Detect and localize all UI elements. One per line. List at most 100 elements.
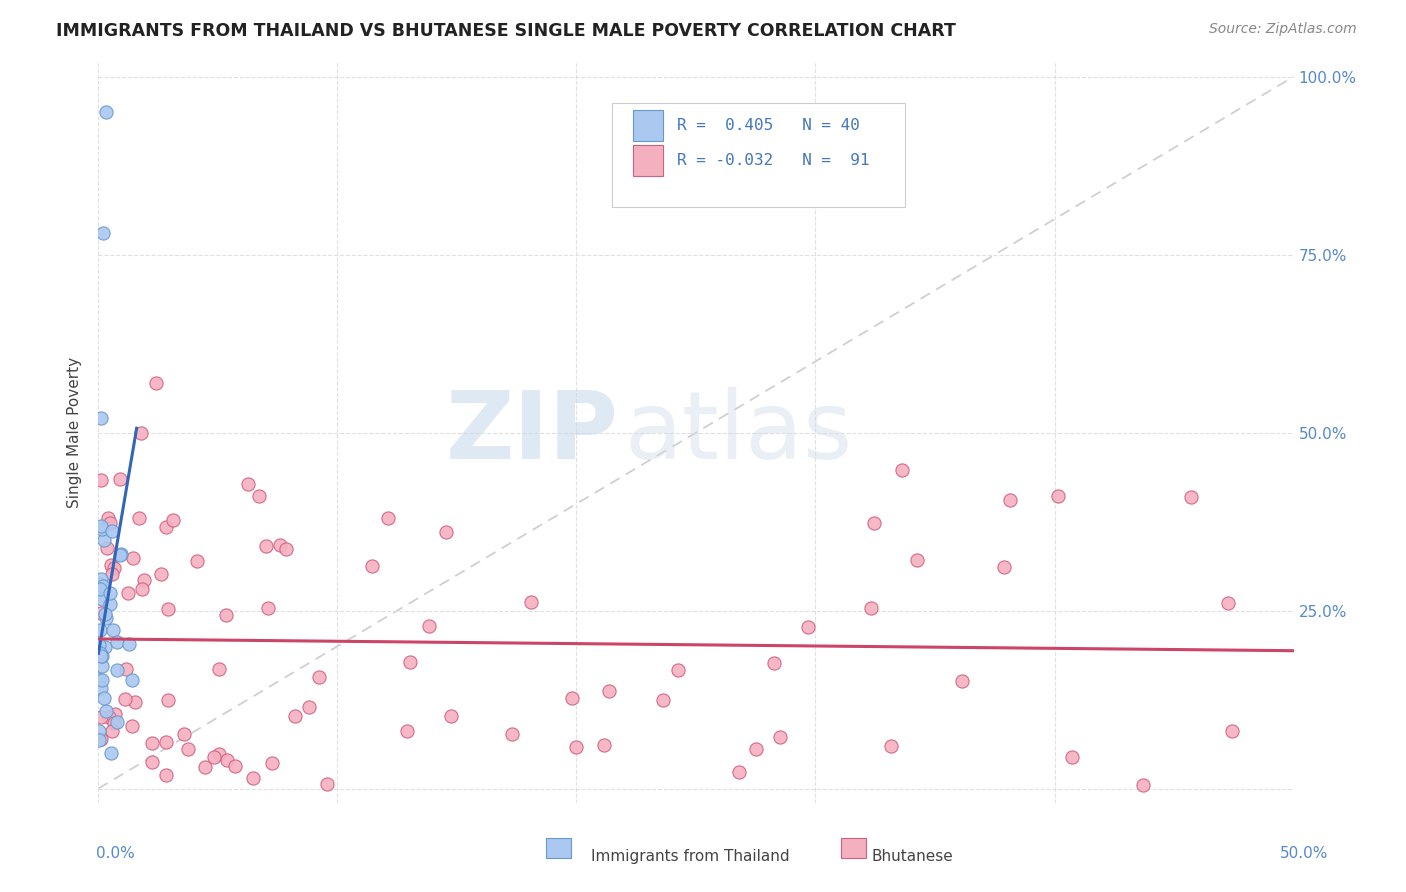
Text: Source: ZipAtlas.com: Source: ZipAtlas.com (1209, 22, 1357, 37)
Point (565, 739, 588, 754)
Point (592, 738, 614, 752)
Point (100, 746, 122, 760)
Point (155, 768, 177, 782)
Point (91, 591, 114, 606)
Point (101, 567, 124, 582)
Point (257, 600, 280, 615)
Point (254, 539, 277, 553)
Point (97, 511, 120, 525)
Point (880, 739, 903, 753)
Point (91, 673, 114, 688)
Point (105, 663, 128, 677)
Text: Bhutanese: Bhutanese (872, 849, 953, 864)
Point (100, 558, 122, 573)
Point (377, 511, 399, 525)
Point (91, 579, 114, 593)
Point (156, 602, 179, 616)
Point (208, 747, 231, 761)
Point (87, 733, 110, 747)
Point (110, 549, 132, 563)
Point (651, 693, 673, 707)
Point (90, 473, 112, 487)
Point (905, 553, 928, 567)
Point (89, 646, 111, 660)
Point (950, 674, 973, 689)
Text: R = -0.032   N =  91: R = -0.032 N = 91 (676, 153, 869, 168)
Point (561, 691, 583, 706)
Point (94, 611, 117, 625)
Point (418, 619, 440, 633)
Point (93, 640, 115, 654)
Point (157, 692, 180, 706)
Point (501, 727, 523, 741)
Text: ZIP: ZIP (446, 386, 619, 479)
Point (249, 489, 271, 503)
Point (121, 550, 143, 565)
Point (90, 572, 112, 586)
Point (1132, 779, 1154, 793)
Point (90, 648, 112, 663)
Point (1047, 489, 1070, 503)
Text: Immigrants from Thailand: Immigrants from Thailand (591, 849, 789, 864)
Point (118, 637, 141, 651)
Point (242, 771, 264, 785)
Point (284, 709, 307, 723)
Point (744, 742, 766, 756)
Point (121, 673, 143, 688)
Point (103, 716, 125, 731)
Point (224, 759, 246, 773)
Point (91, 521, 114, 535)
Point (155, 735, 177, 749)
Point (90, 607, 112, 621)
Point (269, 538, 291, 552)
Point (90, 519, 112, 533)
Point (863, 516, 886, 530)
Point (131, 425, 153, 440)
Point (141, 756, 163, 770)
Point (155, 520, 177, 534)
Point (145, 376, 167, 390)
Text: 0.0%: 0.0% (96, 846, 135, 861)
Point (89, 623, 111, 637)
Point (173, 726, 195, 740)
Point (90, 732, 112, 747)
Point (434, 524, 457, 539)
Text: 50.0%: 50.0% (1281, 846, 1329, 861)
Point (316, 777, 339, 791)
Point (1060, 749, 1083, 764)
Point (1220, 723, 1243, 738)
Point (101, 524, 124, 538)
Point (177, 741, 200, 756)
Point (666, 663, 689, 677)
FancyBboxPatch shape (633, 145, 662, 176)
Text: atlas: atlas (624, 386, 852, 479)
Point (87, 724, 110, 739)
Point (395, 723, 418, 738)
Point (96, 541, 118, 556)
Point (93, 690, 115, 705)
Point (141, 736, 163, 750)
Point (149, 567, 172, 582)
Text: IMMIGRANTS FROM THAILAND VS BHUTANESE SINGLE MALE POVERTY CORRELATION CHART: IMMIGRANTS FROM THAILAND VS BHUTANESE SI… (56, 22, 956, 40)
Point (274, 541, 297, 556)
Point (186, 554, 208, 568)
Point (94, 105, 117, 120)
Point (117, 585, 139, 599)
Point (202, 750, 225, 764)
Point (993, 559, 1015, 574)
Point (89, 577, 111, 591)
Point (108, 472, 131, 486)
Point (399, 655, 422, 669)
Point (94, 607, 117, 621)
Point (93, 533, 115, 547)
Point (101, 723, 124, 738)
Point (215, 608, 238, 623)
Point (90, 681, 112, 695)
Point (124, 695, 146, 709)
Point (859, 601, 882, 615)
Point (797, 620, 820, 634)
Point (131, 582, 153, 597)
Point (98, 710, 121, 724)
FancyBboxPatch shape (633, 110, 662, 141)
Point (87, 638, 110, 652)
